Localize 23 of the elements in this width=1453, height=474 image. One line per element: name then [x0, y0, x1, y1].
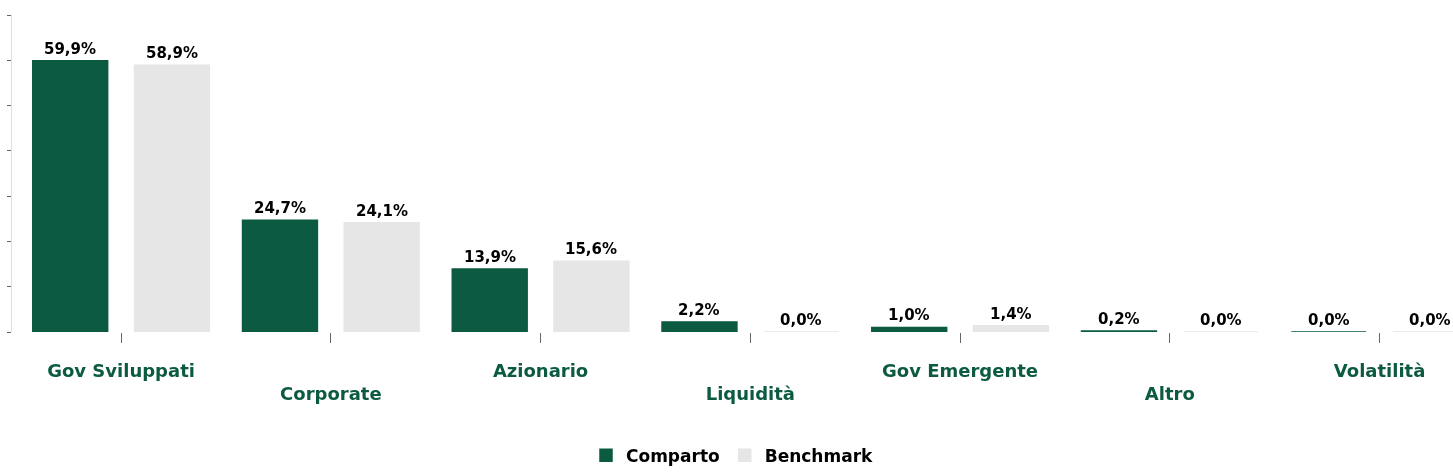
data-label: 58,9% [146, 44, 199, 62]
data-label: 0,0% [1308, 311, 1350, 329]
legend-label: Comparto [626, 445, 720, 466]
x-tick-label: Gov Sviluppati [47, 359, 195, 381]
data-label: 0,0% [1200, 311, 1242, 329]
x-tick-label: Volatilità [1333, 359, 1426, 381]
data-label: 1,4% [990, 305, 1032, 323]
x-tick-label: Gov Emergente [882, 359, 1039, 381]
data-label: 24,7% [254, 199, 307, 217]
data-label: 0,0% [1409, 311, 1451, 329]
data-label: 1,0% [888, 306, 930, 324]
x-tick-label: Azionario [492, 359, 589, 381]
data-label: 24,1% [356, 202, 409, 220]
x-tick-label: Liquidità [705, 383, 795, 404]
data-label: 2,2% [678, 301, 720, 319]
legend-label: Benchmark [764, 445, 874, 466]
data-label: 13,9% [464, 248, 517, 266]
x-tick-label: Altro [1144, 383, 1195, 404]
x-tick-label: Corporate [280, 383, 382, 404]
data-label: 0,0% [780, 311, 822, 329]
data-label: 0,2% [1098, 310, 1140, 328]
data-label: 15,6% [565, 240, 618, 258]
data-label: 59,9% [44, 40, 97, 58]
